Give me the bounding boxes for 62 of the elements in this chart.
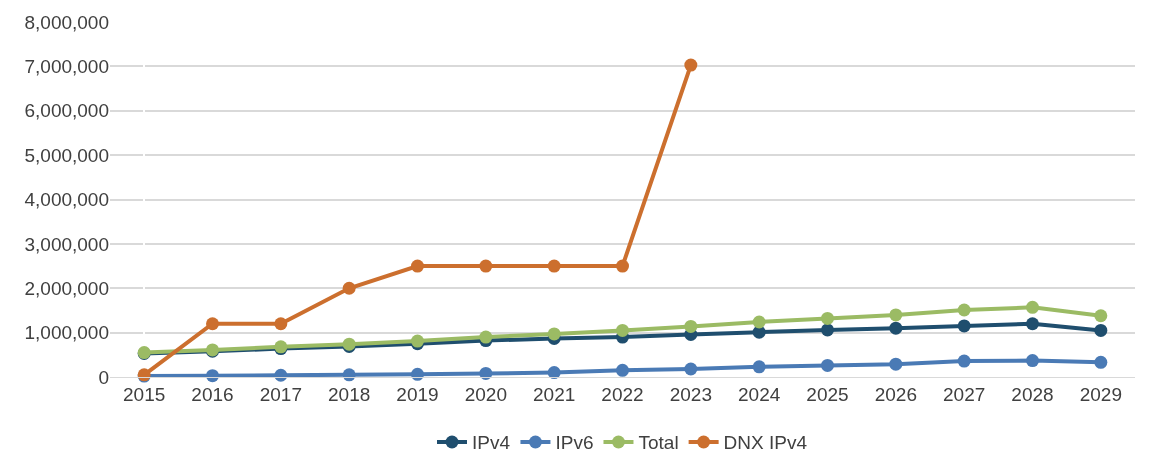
x-tick-label: 2016 (191, 383, 234, 405)
x-tick-label: 2025 (806, 383, 849, 405)
point (889, 321, 903, 335)
x-tick-label: 2021 (533, 383, 576, 405)
point (411, 367, 424, 381)
point (479, 330, 493, 344)
point (752, 360, 766, 374)
y-tick-label: 4,000,000 (24, 189, 109, 211)
point (957, 303, 971, 317)
point (616, 259, 629, 273)
x-tick-label: 2028 (1011, 383, 1054, 405)
point (752, 315, 766, 329)
y-tick-label: 8,000,000 (24, 11, 109, 33)
y-tick-label: 7,000,000 (24, 56, 109, 78)
x-tick-label: 2018 (328, 383, 371, 405)
y-tick-label: 3,000,000 (24, 233, 109, 255)
point (1026, 317, 1039, 331)
point (684, 362, 698, 376)
point (957, 319, 971, 333)
point (479, 366, 493, 380)
point (821, 358, 834, 372)
point (889, 357, 903, 371)
point (547, 366, 561, 380)
y-tick-label: 1,000,000 (24, 322, 109, 344)
point (1026, 300, 1039, 314)
x-tick-label: 2015 (123, 383, 166, 405)
legend-label: IPv4 (472, 432, 511, 454)
legend-label: DNX IPv4 (723, 432, 808, 454)
point (547, 259, 561, 273)
point (1094, 323, 1108, 337)
y-tick-label: 0 (98, 366, 109, 388)
y-tick-label: 2,000,000 (24, 277, 109, 299)
point (342, 281, 356, 295)
point (684, 58, 698, 72)
point (206, 317, 219, 331)
y-tick-label: 5,000,000 (24, 144, 109, 166)
point (616, 323, 629, 337)
point (957, 354, 971, 368)
point (821, 311, 834, 325)
x-tick-label: 2029 (1079, 383, 1122, 405)
point (1094, 309, 1108, 323)
x-tick-label: 2027 (943, 383, 986, 405)
legend-label: Total (638, 432, 679, 454)
point (684, 319, 698, 333)
legend-label: IPv6 (555, 432, 594, 454)
x-tick-label: 2024 (738, 383, 781, 405)
point (821, 323, 834, 337)
x-tick-label: 2020 (464, 383, 507, 405)
point (1094, 355, 1108, 369)
y-tick-label: 6,000,000 (24, 100, 109, 122)
x-tick-label: 2017 (259, 383, 302, 405)
x-tick-label: 2019 (396, 383, 439, 405)
point (889, 308, 903, 322)
point (547, 327, 561, 341)
x-tick-label: 2026 (874, 383, 917, 405)
x-tick-label: 2023 (669, 383, 712, 405)
point (411, 259, 424, 273)
point (479, 259, 493, 273)
point (274, 317, 288, 331)
x-tick-label: 2022 (601, 383, 644, 405)
point (616, 363, 629, 377)
point (1026, 354, 1039, 368)
